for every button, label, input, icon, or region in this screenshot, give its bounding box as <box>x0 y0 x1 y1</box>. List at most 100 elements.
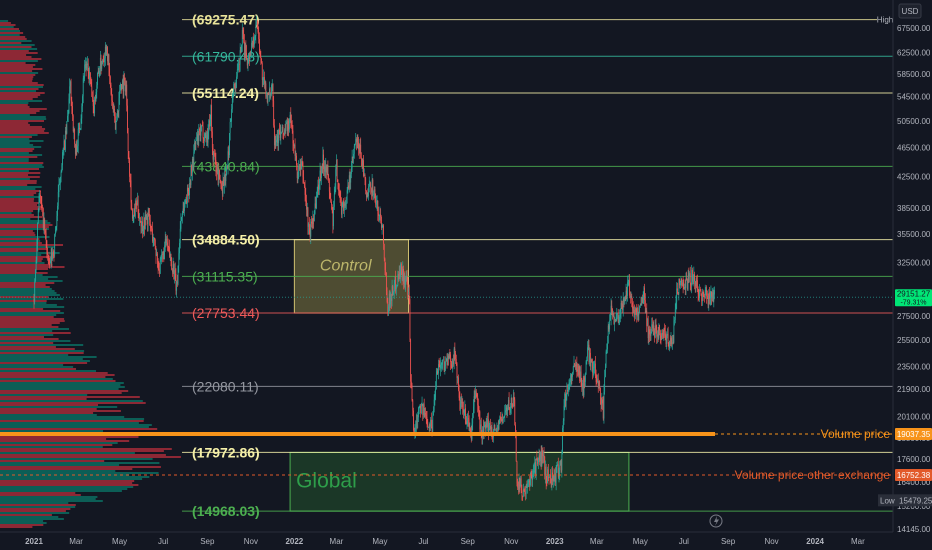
candle-body <box>73 129 75 132</box>
profile-bar <box>0 344 84 346</box>
candle-body <box>706 296 708 298</box>
candle-body <box>591 359 593 362</box>
candle-body <box>340 198 342 203</box>
profile-bar <box>0 134 38 136</box>
candle-body <box>308 224 310 229</box>
candle-body <box>454 348 456 354</box>
candle-body <box>602 399 603 404</box>
profile-bar <box>0 410 121 412</box>
candle-body <box>106 47 108 55</box>
profile-bar <box>0 402 146 404</box>
candle-body <box>271 83 273 85</box>
candle-body <box>280 132 282 138</box>
candle-body <box>57 191 59 206</box>
time-tick: 2023 <box>546 537 564 546</box>
candle-body <box>200 125 202 136</box>
candle-body <box>228 151 230 156</box>
profile-bar <box>0 502 69 504</box>
candle-body <box>113 108 115 110</box>
candle-body <box>533 470 535 472</box>
volume-price-badge[interactable] <box>895 427 932 440</box>
candle-body <box>333 193 335 207</box>
candle-body <box>158 268 160 270</box>
candle-body <box>373 193 374 195</box>
currency-badge[interactable] <box>898 3 922 19</box>
profile-bar <box>0 98 33 100</box>
candle-body <box>632 308 634 311</box>
candle-body <box>52 252 54 255</box>
candle-body <box>608 325 610 330</box>
profile-bar <box>0 156 38 158</box>
profile-bar <box>0 200 34 202</box>
zone-box-global[interactable] <box>289 451 630 512</box>
candle-body <box>63 140 65 148</box>
candle-body <box>368 183 370 187</box>
candle-body <box>226 167 228 168</box>
candle-body <box>565 395 567 407</box>
profile-bar <box>0 474 130 476</box>
candle-body <box>624 297 626 301</box>
candle-body <box>102 60 103 65</box>
profile-bar <box>0 472 159 474</box>
candle-body <box>100 57 102 69</box>
candle-body <box>278 130 280 143</box>
candle-body <box>387 302 389 313</box>
level-label: (27753.44) <box>192 305 260 321</box>
candle-body <box>311 223 313 225</box>
candle-body <box>304 186 306 195</box>
candle-body <box>527 482 529 484</box>
candle-body <box>507 409 509 412</box>
candle-body <box>346 203 347 204</box>
candle-body <box>535 461 536 474</box>
price-axis[interactable] <box>893 0 932 532</box>
candle-body <box>54 229 56 235</box>
candle-body <box>89 72 91 80</box>
profile-bar <box>0 516 59 518</box>
candle-body <box>291 120 292 127</box>
candle-body <box>522 495 524 497</box>
candle-body <box>425 413 427 415</box>
candle-body <box>351 168 352 174</box>
volume-price-badge[interactable] <box>895 468 932 481</box>
time-axis[interactable] <box>0 532 932 550</box>
candle-body <box>239 50 241 65</box>
candle-body <box>166 242 168 244</box>
candle-body <box>351 156 353 169</box>
low-badge <box>878 494 932 507</box>
profile-bar <box>0 132 49 134</box>
candle-body <box>416 421 418 422</box>
candle-body <box>515 425 516 437</box>
candle-body <box>139 217 141 222</box>
candle-body <box>174 270 176 275</box>
candle-body <box>438 364 439 374</box>
candle-body <box>589 352 591 363</box>
candle-body <box>224 174 225 186</box>
candle-body <box>684 286 685 290</box>
candle-body <box>548 477 550 478</box>
candle-body <box>332 210 334 227</box>
profile-bar <box>0 306 65 308</box>
candle-body <box>124 77 125 81</box>
lightning-icon[interactable] <box>709 514 723 528</box>
candle-body <box>502 419 504 420</box>
candle-body <box>431 426 433 432</box>
candle-body <box>530 473 532 476</box>
candle-body <box>504 412 506 416</box>
candle-body <box>246 52 247 59</box>
profile-bar <box>0 42 22 44</box>
profile-bar <box>0 174 29 176</box>
candle-body <box>232 94 234 101</box>
candle-body <box>235 87 237 88</box>
candle-body <box>276 135 278 140</box>
candle-body <box>140 221 142 227</box>
candle-body <box>323 154 325 170</box>
candle-body <box>473 396 475 407</box>
current-price-badge[interactable] <box>895 289 932 307</box>
candle-body <box>668 343 670 349</box>
candle-body <box>204 132 206 134</box>
candle-body <box>211 131 213 148</box>
profile-bar <box>0 330 53 332</box>
candle-body <box>193 151 195 164</box>
candle-body <box>632 302 633 309</box>
